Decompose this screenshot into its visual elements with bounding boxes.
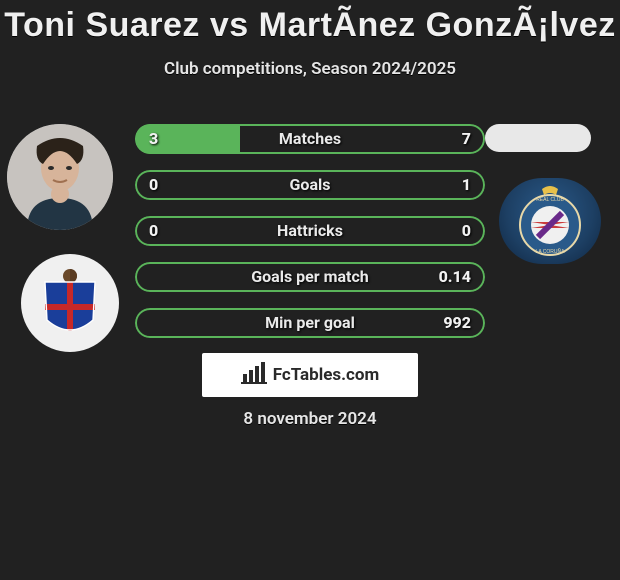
club-badge-left [21, 254, 119, 352]
stat-label: Hattricks [135, 216, 485, 246]
svg-text:REAL CLUB: REAL CLUB [536, 197, 564, 203]
stat-row-hattricks: Hattricks0 0 [135, 216, 485, 246]
brand-badge: FcTables.com [202, 353, 418, 397]
page-subtitle: Club competitions, Season 2024/2025 [0, 59, 620, 79]
stat-value-right: 992 [443, 308, 471, 338]
stats-table: Matches37Goals01Hattricks00Goals per mat… [135, 124, 485, 354]
brand-text: FcTables.com [273, 365, 379, 385]
date-label: 8 november 2024 [0, 409, 620, 429]
stat-row-min-per-goal: Min per goal992 [135, 308, 485, 338]
stat-value-left: 3 [149, 124, 158, 154]
stat-value-right: 7 [462, 124, 471, 154]
stat-row-goals-per-match: Goals per match0.14 [135, 262, 485, 292]
stat-row-matches: Matches3 7 [135, 124, 485, 154]
stat-row-goals: Goals0 1 [135, 170, 485, 200]
club-badge-right: REAL CLUB LA CORUÑA [499, 178, 601, 264]
stat-label: Goals per match [135, 262, 485, 292]
svg-text:LA CORUÑA: LA CORUÑA [536, 248, 566, 255]
player-right-photo [485, 124, 591, 152]
stat-value-right: 0.14 [439, 262, 471, 292]
stat-label: Goals [135, 170, 485, 200]
stat-value-left: 0 [149, 216, 158, 246]
stat-value-left: 0 [149, 170, 158, 200]
bar-chart-icon [241, 362, 267, 388]
page-title: Toni Suarez vs MartÃ­nez GonzÃ¡lvez [0, 0, 620, 45]
stat-value-right: 0 [462, 216, 471, 246]
stat-label: Min per goal [135, 308, 485, 338]
stat-value-right: 1 [462, 170, 471, 200]
stat-label: Matches [135, 124, 485, 154]
player-left-photo [7, 124, 113, 230]
